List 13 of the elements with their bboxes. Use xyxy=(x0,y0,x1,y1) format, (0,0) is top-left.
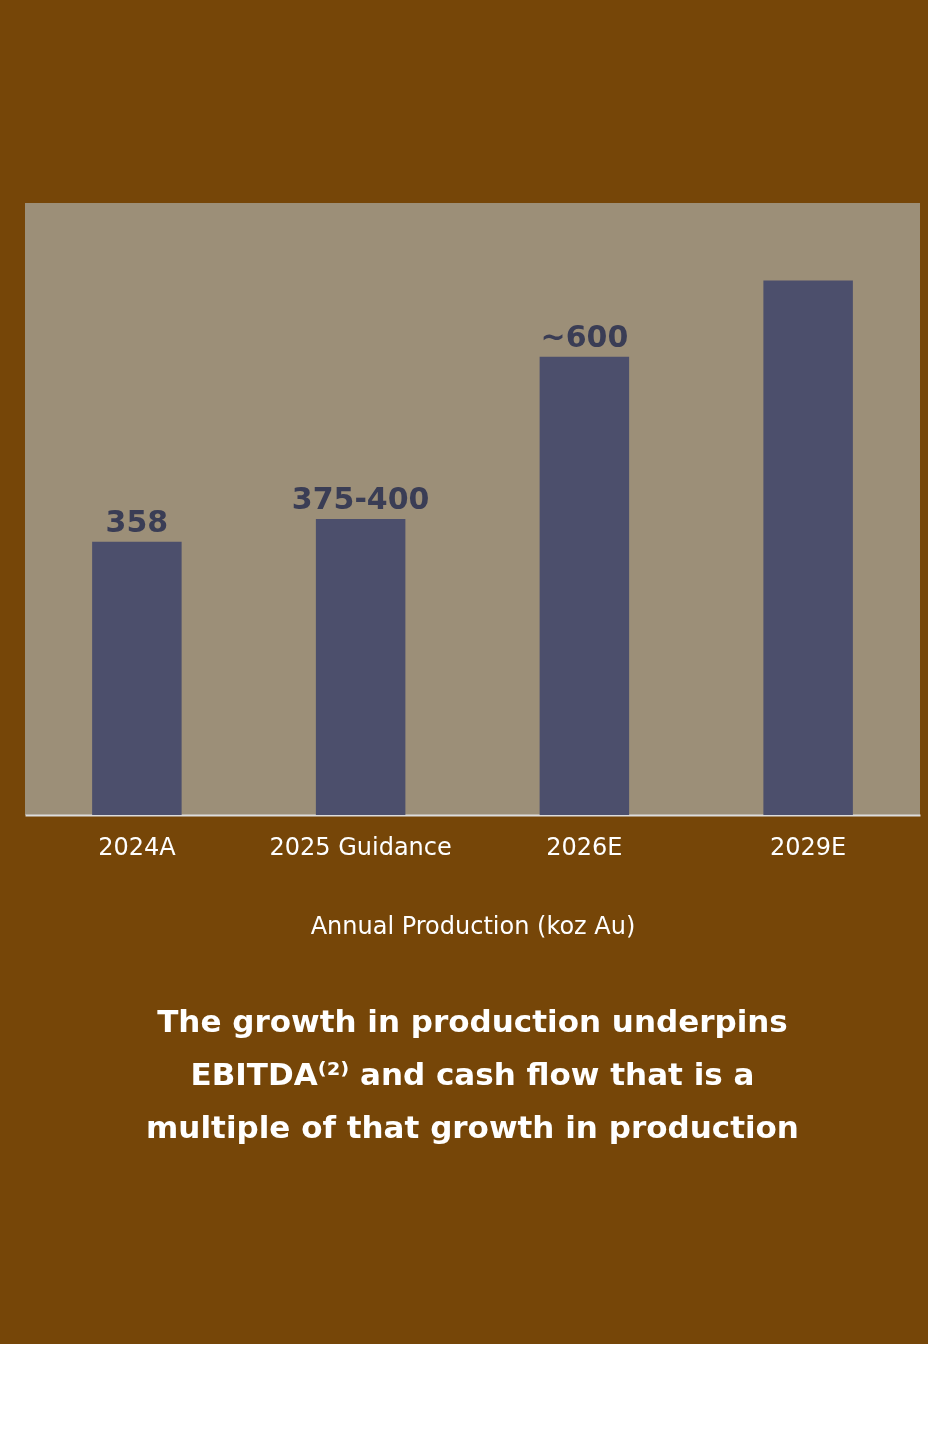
x-axis-title: Annual Production (koz Au) xyxy=(310,911,636,940)
data-label: ~600 xyxy=(540,318,629,354)
x-tick-label: 2029E xyxy=(770,832,847,861)
x-tick-label: 2025 Guidance xyxy=(269,832,452,861)
bar xyxy=(92,541,182,815)
x-tick-label: 2026E xyxy=(546,832,623,861)
data-label: 375-400 xyxy=(291,481,430,517)
bar xyxy=(315,519,406,815)
bar xyxy=(763,280,853,815)
data-label: 358 xyxy=(105,503,169,539)
bar xyxy=(539,356,630,815)
text: The growth in production underpins EBITDA⁽²⁾ and cash flow that is a multiple of that growth in production xyxy=(146,1003,799,1145)
x-tick-label: 2024A xyxy=(98,832,177,861)
